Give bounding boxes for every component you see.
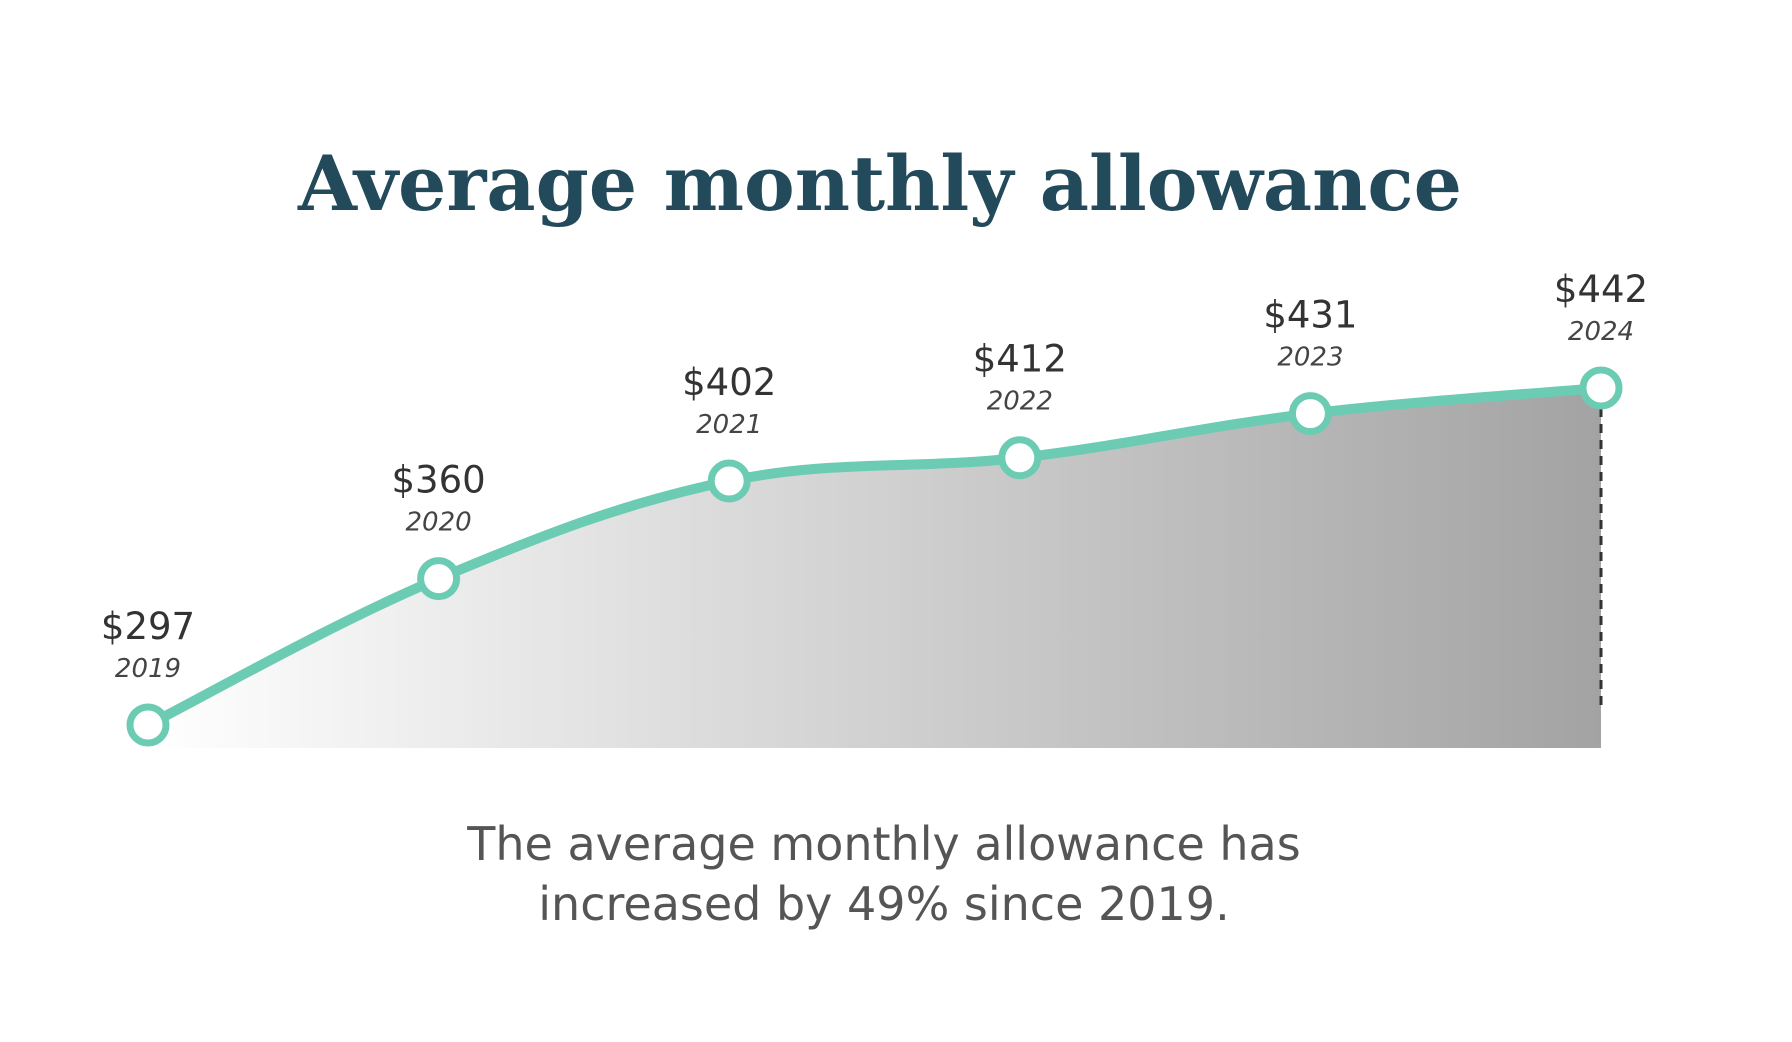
value-label: $360 [392,459,486,502]
x-tick-label: 2020 [406,508,472,538]
value-label: $431 [1263,294,1357,337]
point [998,436,1042,480]
point [1579,366,1623,410]
x-tick-label: 2021 [696,410,762,440]
line [143,383,1606,730]
value-label: $297 [101,605,195,648]
value-label: $402 [682,361,776,404]
x-tick-label: 2022 [987,387,1053,417]
area [148,388,1601,748]
x-tick-label: 2023 [1277,343,1343,373]
point [1288,392,1332,436]
value-label: $442 [1554,268,1648,311]
point [707,459,751,503]
caption: The average monthly allowance has [466,817,1300,871]
point [126,703,170,747]
chart-title: Average monthly allowance [297,139,1462,228]
x-tick-label: 2019 [115,654,181,684]
caption: increased by 49% since 2019. [538,877,1229,931]
plot: $297 2019 $360 2020 $402 2021 $412 2022 $431 2023… [101,268,1648,748]
value-label: $412 [973,338,1067,381]
x-tick-label: 2024 [1568,317,1634,347]
point [417,557,461,601]
